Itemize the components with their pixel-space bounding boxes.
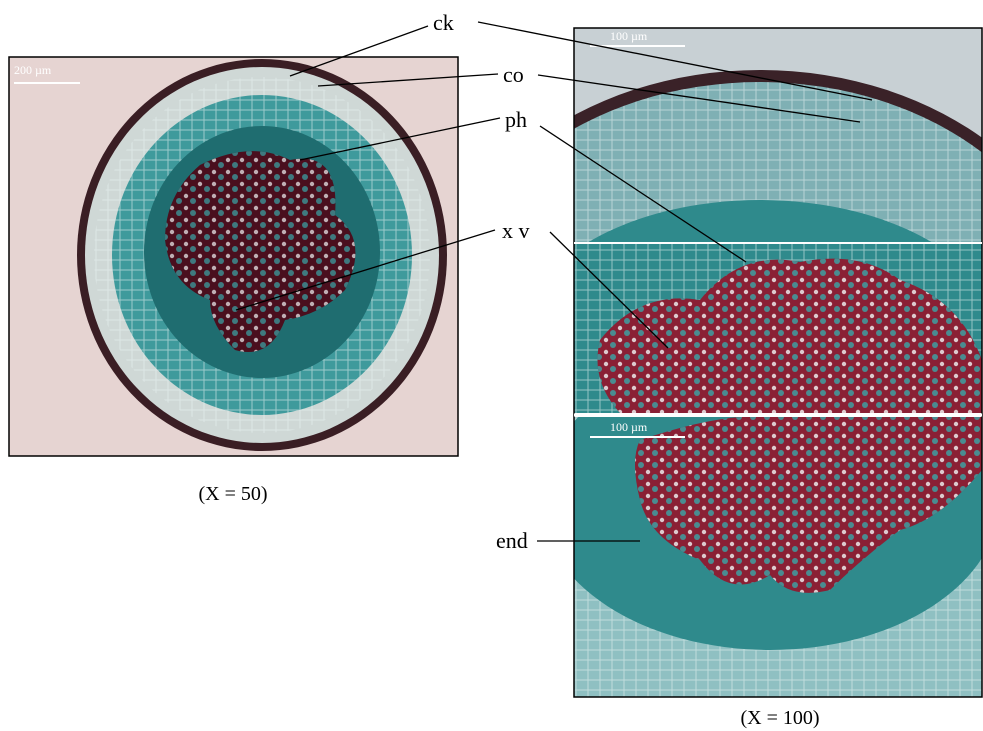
label-ck: ck bbox=[433, 10, 454, 35]
label-xv: x v bbox=[502, 218, 530, 243]
caption: (X = 50) bbox=[198, 483, 267, 505]
scale-bar-label: 200 µm bbox=[14, 63, 52, 77]
page: 200 µm 100 µm 100 µm bbox=[0, 0, 983, 731]
scale-bar-label: 100 µm bbox=[610, 29, 648, 43]
caption: (X = 100) bbox=[740, 707, 819, 729]
label-co: co bbox=[503, 62, 524, 87]
micrograph-middle bbox=[574, 244, 982, 413]
figure: 200 µm 100 µm 100 µm bbox=[0, 0, 983, 731]
scale-bar-label: 100 µm bbox=[610, 420, 648, 434]
micrograph-x50 bbox=[9, 57, 458, 456]
label-ph: ph bbox=[505, 107, 527, 132]
label-end: end bbox=[496, 528, 528, 553]
